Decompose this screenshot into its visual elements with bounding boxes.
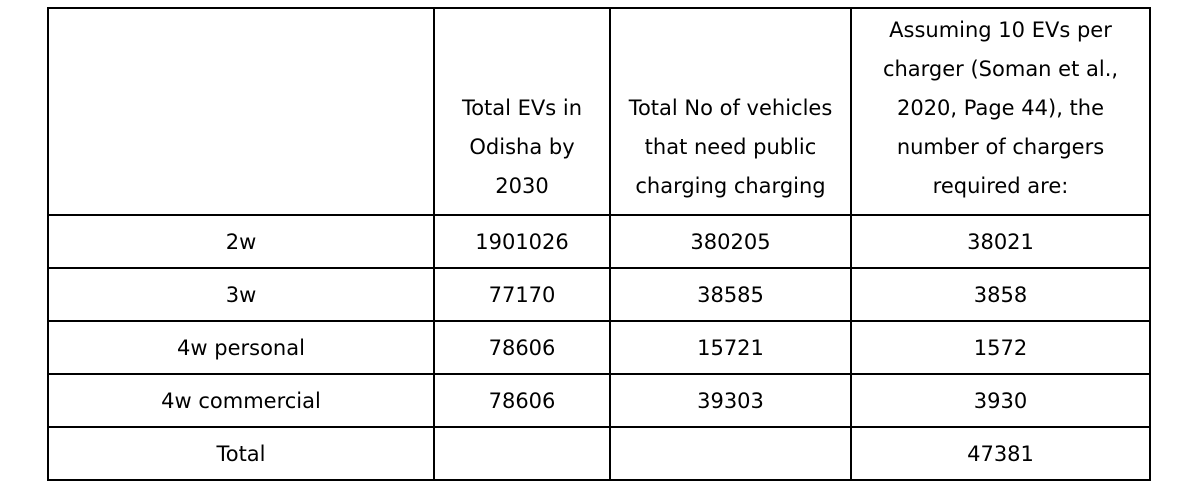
header-cell-category <box>47 7 435 216</box>
row-total-evs: 1901026 <box>433 214 611 269</box>
header-cell-public-charging: Total No of vehicles that need public ch… <box>609 7 852 216</box>
row-chargers: 3930 <box>850 373 1151 428</box>
row-chargers: 3858 <box>850 267 1151 322</box>
table-row: 4w commercial 78606 39303 3930 <box>47 373 1151 428</box>
row-public-charging: 39303 <box>609 373 852 428</box>
row-total-evs: 78606 <box>433 320 611 375</box>
table-total-row: Total 47381 <box>47 426 1151 481</box>
row-public-charging: 15721 <box>609 320 852 375</box>
header-cell-chargers: Assuming 10 EVs per charger (Soman et al… <box>850 7 1151 216</box>
row-total-evs <box>433 426 611 481</box>
table-row: 2w 1901026 380205 38021 <box>47 214 1151 269</box>
row-total-evs: 78606 <box>433 373 611 428</box>
row-public-charging <box>609 426 852 481</box>
header-label-chargers: Assuming 10 EVs per charger (Soman et al… <box>882 18 1119 198</box>
table-row: 3w 77170 38585 3858 <box>47 267 1151 322</box>
header-cell-total-evs: Total EVs in Odisha by 2030 <box>433 7 611 216</box>
row-category: 4w commercial <box>47 373 435 428</box>
row-category: 3w <box>47 267 435 322</box>
row-public-charging: 38585 <box>609 267 852 322</box>
row-chargers: 47381 <box>850 426 1151 481</box>
row-chargers: 38021 <box>850 214 1151 269</box>
row-public-charging: 380205 <box>609 214 852 269</box>
row-category: 2w <box>47 214 435 269</box>
header-label-total-evs: Total EVs in Odisha by 2030 <box>461 96 583 198</box>
row-category: Total <box>47 426 435 481</box>
table-row: 4w personal 78606 15721 1572 <box>47 320 1151 375</box>
row-chargers: 1572 <box>850 320 1151 375</box>
ev-chargers-table: Total EVs in Odisha by 2030 Total No of … <box>47 7 1151 481</box>
table-header-row: Total EVs in Odisha by 2030 Total No of … <box>47 7 1151 216</box>
row-total-evs: 77170 <box>433 267 611 322</box>
row-category: 4w personal <box>47 320 435 375</box>
header-label-public-charging: Total No of vehicles that need public ch… <box>628 96 833 198</box>
